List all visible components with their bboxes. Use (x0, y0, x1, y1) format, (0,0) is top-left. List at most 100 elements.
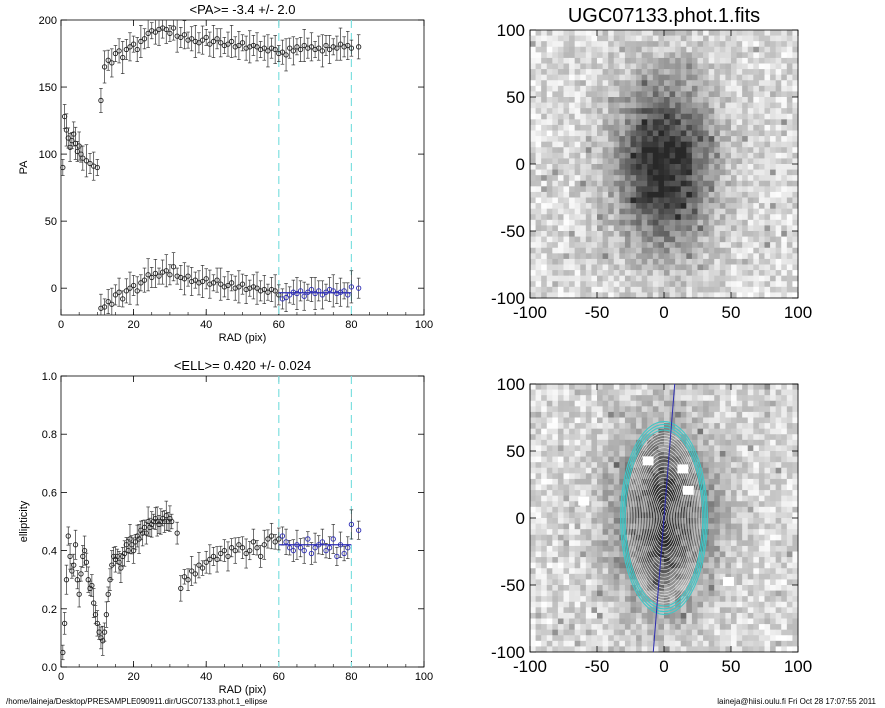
panel2-point (127, 536, 133, 542)
panel0-point (348, 284, 355, 290)
panel0-point (319, 48, 326, 54)
panel0-point (225, 41, 231, 47)
panel2-point (103, 611, 110, 618)
panel2-point (272, 539, 278, 545)
panel2-point (96, 629, 102, 635)
panel0-point (290, 48, 296, 54)
panel3-ytick-label: 100 (497, 375, 525, 394)
panel0-point (272, 288, 278, 294)
panel2-point (69, 568, 75, 574)
panel0-point (236, 42, 242, 49)
panel1-ytick-label: -100 (491, 289, 525, 308)
panel2-point (308, 550, 315, 557)
panel2-point (228, 545, 235, 551)
panel0-point (167, 272, 173, 278)
panel0-point (116, 289, 122, 295)
panel0-point (101, 64, 108, 70)
panel2-point (301, 547, 307, 554)
panel0-point (120, 296, 126, 302)
panel0-point (228, 280, 235, 286)
panel0-point (178, 34, 184, 41)
panel0-point (65, 135, 71, 141)
panel2-point (254, 545, 260, 551)
panel0-point (67, 144, 73, 151)
panel0-point (130, 282, 137, 289)
panel0-point (326, 46, 333, 53)
panel2-point (239, 545, 246, 551)
panel0-ytick-label: 0 (51, 283, 57, 295)
panel3-ytick-label: -50 (500, 576, 525, 595)
panel0-point (145, 272, 151, 278)
panel2-point (116, 559, 122, 565)
panel0-point (312, 290, 318, 297)
panel2-point (91, 600, 97, 606)
panel2-point (287, 545, 293, 551)
panel2-point (185, 577, 191, 583)
panel0-point (87, 160, 93, 167)
panel0-point (308, 286, 315, 293)
panel0-point (239, 40, 246, 46)
panel1-ytick-label: -50 (500, 222, 525, 241)
panel0-xtick-label: 100 (415, 319, 433, 331)
panel2-point (65, 533, 71, 539)
panel3-mask (677, 464, 689, 474)
panel0-point (348, 45, 355, 51)
panel0-point (112, 292, 119, 298)
panel0-point (83, 158, 90, 164)
panel2-ytick-label: 0.0 (42, 662, 57, 674)
panel2-point (214, 556, 220, 562)
panel0-point (156, 273, 162, 279)
panel2-point (121, 550, 128, 557)
panel2-point (60, 649, 66, 656)
panel2-point (283, 539, 289, 545)
panel2-point (71, 562, 77, 568)
panel2-point (290, 547, 296, 554)
panel0-point (98, 97, 104, 104)
panel2-point (297, 545, 304, 551)
panel0-point (170, 25, 177, 31)
panel3-xtick-label: -100 (513, 657, 547, 676)
panel2-point (345, 545, 351, 551)
panel2-point (94, 620, 100, 626)
panel2-frame (60, 375, 425, 668)
panel2-xtick-label: 20 (127, 671, 139, 683)
panel0-point (301, 293, 307, 299)
panel2-point (76, 591, 82, 597)
panel2-point (218, 550, 224, 557)
panel2-point (312, 545, 318, 551)
panel2-point (348, 521, 355, 528)
panel2-point (92, 611, 99, 618)
panel2-point (130, 547, 137, 554)
panel2-point (250, 539, 257, 545)
panel3-mask (682, 485, 694, 495)
panel0-point (189, 36, 195, 42)
panel2-xtick-label: 80 (345, 671, 357, 683)
panel3-ytick-label: 0 (516, 509, 525, 528)
panel0-point (192, 277, 198, 283)
panel0-point (60, 164, 66, 171)
panel2-point (136, 536, 142, 542)
panel0-point (105, 57, 111, 63)
panel2-point (80, 553, 86, 560)
panel0-point (261, 286, 267, 293)
panel0-point (265, 48, 271, 54)
panel2-ytick-label: 0.8 (42, 429, 57, 441)
panel0-frame (60, 19, 425, 316)
panel0-point (181, 32, 188, 38)
panel0-point (63, 127, 70, 133)
panel0-point (123, 46, 129, 53)
panel0-point (283, 294, 289, 301)
panel0-point (199, 37, 206, 43)
panel2-point (63, 577, 70, 583)
panel0-point (356, 44, 362, 50)
panel2-point (101, 629, 108, 635)
panel2-point (261, 542, 267, 548)
panel0-title: <PA>= -3.4 +/- 2.0 (190, 2, 296, 17)
panel0-point (210, 38, 217, 45)
panel0-point (120, 54, 126, 61)
panel0-point (218, 40, 224, 46)
panel2-point (210, 553, 217, 560)
panel2-point (174, 530, 180, 536)
panel0-point (185, 273, 191, 279)
panel2-point (161, 518, 168, 525)
